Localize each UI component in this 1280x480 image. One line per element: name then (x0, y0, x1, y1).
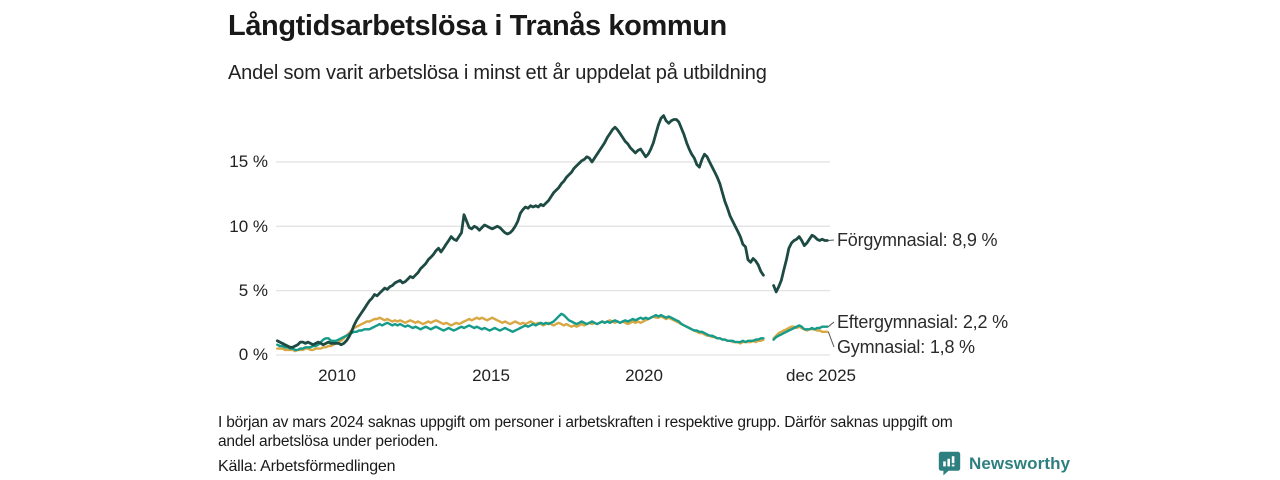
newsworthy-logo: Newsworthy (938, 451, 1070, 476)
footnote-line-2: andel arbetslösa under perioden. (218, 433, 439, 450)
source-note: Källa: Arbetsförmedlingen (218, 458, 396, 475)
page-title: Långtidsarbetslösa i Tranås kommun (228, 10, 727, 42)
series-end-label-gymnasial: Gymnasial: 1,8 % (837, 337, 975, 357)
footnote-line-1: I början av mars 2024 saknas uppgift om … (218, 414, 953, 431)
x-axis-tick-label: 2015 (472, 366, 510, 385)
y-axis-tick-label: 10 % (229, 217, 268, 236)
x-axis-tick-label: 2010 (318, 366, 356, 385)
page-subtitle: Andel som varit arbetslösa i minst ett å… (228, 62, 767, 84)
y-axis-tick-label: 0 % (238, 345, 268, 364)
y-axis-tick-label: 15 % (229, 152, 268, 171)
newsworthy-logo-text: Newsworthy (969, 453, 1071, 473)
x-axis-tick-label: 2020 (625, 366, 663, 385)
newsworthy-logo-icon (938, 451, 961, 476)
x-axis-tick-label: dec 2025 (786, 366, 856, 385)
series-end-label-forgymnasial: Förgymnasial: 8,9 % (837, 230, 998, 250)
y-axis-tick-label: 5 % (238, 281, 268, 300)
series-end-label-eftergymnasial: Eftergymnasial: 2,2 % (837, 312, 1008, 332)
